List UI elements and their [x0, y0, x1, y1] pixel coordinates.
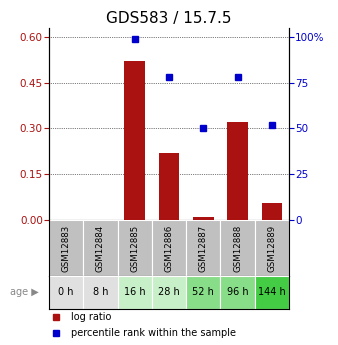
Bar: [227, 122, 248, 220]
Text: 0 h: 0 h: [58, 287, 74, 297]
Text: GSM12885: GSM12885: [130, 225, 139, 272]
Bar: [49, 220, 83, 276]
Bar: [124, 61, 145, 220]
Bar: [220, 220, 255, 276]
Bar: [152, 220, 186, 276]
Bar: [83, 276, 118, 309]
Bar: [255, 220, 289, 276]
Bar: [193, 217, 214, 220]
Text: 96 h: 96 h: [227, 287, 248, 297]
Text: GSM12883: GSM12883: [62, 225, 71, 272]
Text: 144 h: 144 h: [258, 287, 286, 297]
Text: age ▶: age ▶: [10, 287, 39, 297]
Bar: [220, 276, 255, 309]
Text: percentile rank within the sample: percentile rank within the sample: [71, 328, 236, 338]
Bar: [83, 220, 118, 276]
Bar: [255, 276, 289, 309]
Text: GSM12886: GSM12886: [165, 225, 173, 272]
Text: GSM12884: GSM12884: [96, 225, 105, 272]
Text: 28 h: 28 h: [158, 287, 180, 297]
Text: 16 h: 16 h: [124, 287, 146, 297]
Bar: [262, 203, 282, 220]
Text: GSM12888: GSM12888: [233, 225, 242, 272]
Title: GDS583 / 15.7.5: GDS583 / 15.7.5: [106, 11, 232, 27]
Bar: [49, 276, 83, 309]
Text: GSM12887: GSM12887: [199, 225, 208, 272]
Text: 8 h: 8 h: [93, 287, 108, 297]
Bar: [186, 276, 220, 309]
Bar: [152, 276, 186, 309]
Text: log ratio: log ratio: [71, 312, 111, 322]
Text: GSM12889: GSM12889: [267, 225, 276, 272]
Bar: [118, 276, 152, 309]
Bar: [118, 220, 152, 276]
Text: 52 h: 52 h: [192, 287, 214, 297]
Bar: [159, 153, 179, 220]
Bar: [186, 220, 220, 276]
